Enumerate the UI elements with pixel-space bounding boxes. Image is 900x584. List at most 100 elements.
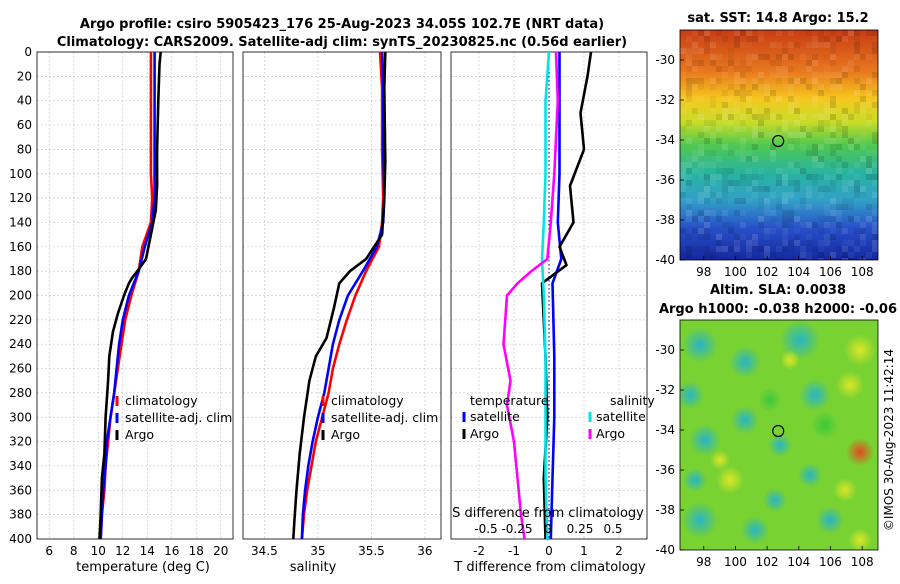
sst-pixel — [860, 102, 866, 108]
sst-pixel — [746, 174, 752, 180]
sst-pixel — [872, 90, 878, 96]
series-line — [540, 51, 593, 540]
sst-pixel — [830, 144, 836, 150]
top-tick-label: 0.5 — [603, 522, 622, 536]
sst-pixel — [854, 162, 860, 168]
sst-pixel — [722, 114, 728, 120]
sst-pixel — [716, 54, 722, 60]
sst-pixel — [746, 186, 752, 192]
sst-pixel — [788, 138, 794, 144]
depth-tick-label: 240 — [9, 337, 32, 351]
sst-pixel — [728, 222, 734, 228]
sst-pixel — [692, 228, 698, 234]
sst-pixel — [764, 96, 770, 102]
sst-pixel — [824, 216, 830, 222]
depth-tick-label: 380 — [9, 508, 32, 522]
sst-pixel — [752, 186, 758, 192]
sst-pixel — [770, 150, 776, 156]
sst-pixel — [782, 216, 788, 222]
sst-pixel — [854, 66, 860, 72]
sst-pixel — [752, 54, 758, 60]
difference-panel: -2 -1 0 1 2temperaturesatelliteArgosalinitys… — [450, 51, 655, 558]
map-lat-label: -40 — [655, 253, 675, 267]
sst-map-title: sat. SST: 14.8 Argo: 15.2 — [687, 11, 868, 26]
sst-pixel — [782, 72, 788, 78]
sst-pixel — [842, 240, 848, 246]
sst-pixel — [770, 114, 776, 120]
sst-argo-location-marker — [772, 134, 785, 148]
sst-pixel — [716, 156, 722, 162]
sst-pixel — [788, 96, 794, 102]
sst-pixel — [692, 150, 698, 156]
sst-pixel — [830, 252, 836, 258]
sst-pixel — [800, 246, 806, 252]
x-tick-label: 0 — [545, 544, 553, 558]
sst-pixel — [740, 114, 746, 120]
sst-pixel — [698, 132, 704, 138]
sst-pixel — [776, 96, 782, 102]
sst-pixel — [794, 108, 800, 114]
sst-pixel — [722, 66, 728, 72]
sst-pixel — [848, 168, 854, 174]
sst-pixel — [860, 258, 866, 260]
sst-pixel — [836, 210, 842, 216]
sst-pixel — [746, 96, 752, 102]
sst-pixel — [704, 126, 710, 132]
sst-pixel — [806, 204, 812, 210]
sst-pixel — [752, 138, 758, 144]
sst-pixel — [872, 180, 878, 186]
sst-pixel — [872, 174, 878, 180]
sst-pixel — [872, 102, 878, 108]
sst-pixel — [680, 192, 686, 198]
sst-pixel — [776, 66, 782, 72]
sst-pixel — [746, 90, 752, 96]
sst-pixel — [818, 258, 824, 260]
sst-pixel — [836, 204, 842, 210]
sst-pixel — [872, 48, 878, 54]
sst-pixel — [698, 216, 704, 222]
sst-pixel — [722, 210, 728, 216]
sst-pixel — [788, 168, 794, 174]
x-tick-label: 18 — [189, 544, 204, 558]
sst-pixel — [812, 78, 818, 84]
sla-anomaly-blob — [836, 371, 864, 399]
sst-pixel — [722, 120, 728, 126]
sst-pixel — [836, 246, 842, 252]
sst-pixel — [776, 246, 782, 252]
sst-pixel — [776, 180, 782, 186]
sst-pixel — [818, 216, 824, 222]
sst-pixel — [734, 150, 740, 156]
sst-pixel — [842, 258, 848, 260]
sst-pixel — [734, 102, 740, 108]
sst-pixel — [824, 186, 830, 192]
sst-pixel — [806, 222, 812, 228]
sst-pixel — [734, 78, 740, 84]
sst-pixel — [788, 144, 794, 150]
sst-pixel — [830, 78, 836, 84]
map-lat-label: -30 — [655, 53, 675, 67]
sst-pixel — [788, 30, 794, 36]
sst-pixel — [698, 48, 704, 54]
map-lat-label: -32 — [655, 383, 675, 397]
salinity-xlabel: salinity — [290, 560, 337, 575]
sst-pixel — [848, 180, 854, 186]
map-lon-label: 102 — [756, 265, 779, 279]
map-lon-label: 102 — [756, 555, 779, 569]
sst-pixel — [866, 204, 872, 210]
sst-pixel — [812, 174, 818, 180]
sst-pixel — [824, 72, 830, 78]
sst-pixel — [770, 72, 776, 78]
sst-pixel — [842, 126, 848, 132]
sst-pixel — [680, 96, 686, 102]
sst-pixel — [824, 114, 830, 120]
sst-pixel — [740, 96, 746, 102]
legend-label: Argo — [125, 427, 154, 442]
sst-pixel — [812, 96, 818, 102]
sst-pixel — [794, 138, 800, 144]
map-lat-label: -38 — [655, 213, 675, 227]
sst-pixel — [770, 60, 776, 66]
sst-pixel — [710, 120, 716, 126]
sst-pixel — [812, 156, 818, 162]
sst-pixel — [746, 54, 752, 60]
